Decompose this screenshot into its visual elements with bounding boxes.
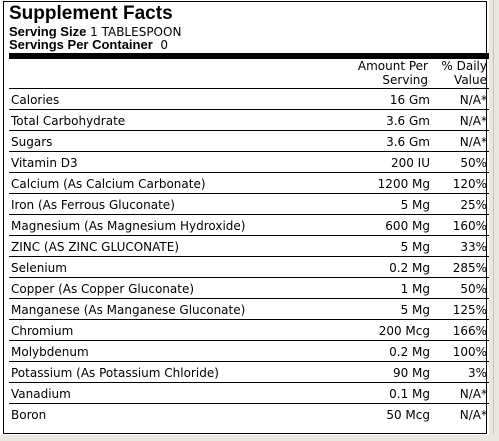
header-divider bbox=[9, 53, 489, 59]
nutrient-name: Vitamin D3 bbox=[11, 156, 78, 170]
nutrient-amount: 5 Mg bbox=[400, 303, 430, 317]
nutrient-name: Boron bbox=[11, 408, 47, 422]
scroll-edge bbox=[489, 0, 499, 441]
nutrient-amount: 16 Gm bbox=[389, 93, 430, 107]
nutrient-name: Selenium bbox=[11, 261, 67, 275]
nutrient-amount: 0.2 Mg bbox=[389, 261, 430, 275]
panel-title: Supplement Facts bbox=[9, 3, 173, 24]
nutrient-dv: 33% bbox=[460, 240, 487, 254]
nutrient-dv: 160% bbox=[452, 219, 487, 233]
nutrient-name: Copper (As Copper Gluconate) bbox=[11, 282, 195, 296]
amount-header-line1: Amount Per bbox=[357, 59, 428, 73]
serving-size-value: 1 TABLESPOON bbox=[90, 25, 182, 39]
nutrient-name: Total Carbohydrate bbox=[11, 114, 126, 128]
nutrient-amount: 50 Mcg bbox=[386, 408, 430, 422]
table-row: Chromium 200 Mcg 166% bbox=[9, 319, 489, 340]
nutrient-amount: 200 IU bbox=[390, 156, 430, 170]
nutrient-name: Calcium (As Calcium Carbonate) bbox=[11, 177, 206, 191]
table-row: Vanadium 0.1 Mg N/A* bbox=[9, 382, 489, 403]
nutrient-name: Manganese (As Manganese Gluconate) bbox=[11, 303, 246, 317]
nutrient-name: Magnesium (As Magnesium Hydroxide) bbox=[11, 219, 246, 233]
table-row: Selenium 0.2 Mg 285% bbox=[9, 256, 489, 277]
nutrient-dv: N/A* bbox=[459, 93, 487, 107]
serving-size: Serving Size 1 TABLESPOON bbox=[9, 24, 182, 40]
nutrient-amount: 5 Mg bbox=[400, 198, 430, 212]
nutrient-name: Potassium (As Potassium Chloride) bbox=[11, 366, 219, 380]
nutrient-dv: 3% bbox=[467, 366, 487, 380]
table-row: Copper (As Copper Gluconate) 1 Mg 50% bbox=[9, 277, 489, 298]
nutrient-name: Vanadium bbox=[11, 387, 71, 401]
serving-size-label: Serving Size bbox=[9, 24, 87, 39]
table-row: Total Carbohydrate 3.6 Gm N/A* bbox=[9, 109, 489, 130]
nutrient-amount: 0.2 Mg bbox=[389, 345, 430, 359]
table-row: Boron 50 Mcg N/A* bbox=[9, 403, 489, 424]
table-row: Magnesium (As Magnesium Hydroxide) 600 Mg… bbox=[9, 214, 489, 235]
nutrient-name: ZINC (AS ZINC GLUCONATE) bbox=[11, 240, 180, 254]
nutrient-amount: 90 Mg bbox=[392, 366, 430, 380]
nutrient-name: Chromium bbox=[11, 324, 74, 338]
nutrient-amount: 1200 Mg bbox=[377, 177, 430, 191]
table-row: ZINC (AS ZINC GLUCONATE) 5 Mg 33% bbox=[9, 235, 489, 256]
table-row: Calcium (As Calcium Carbonate) 1200 Mg 120… bbox=[9, 172, 489, 193]
nutrient-dv: 285% bbox=[452, 261, 487, 275]
daily-value-header: % Daily Value bbox=[432, 59, 487, 87]
nutrient-amount: 0.1 Mg bbox=[389, 387, 430, 401]
nutrient-amount: 3.6 Gm bbox=[386, 114, 430, 128]
nutrient-dv: N/A* bbox=[459, 114, 487, 128]
dv-header-line2: Value bbox=[454, 73, 487, 87]
nutrient-name: Calories bbox=[11, 93, 60, 107]
servings-per-container-label: Servings Per Container bbox=[9, 37, 153, 52]
nutrient-dv: N/A* bbox=[459, 408, 487, 422]
nutrient-amount: 3.6 Gm bbox=[386, 135, 430, 149]
nutrient-dv: 50% bbox=[460, 282, 487, 296]
nutrient-dv: 120% bbox=[452, 177, 487, 191]
nutrient-dv: 50% bbox=[460, 156, 487, 170]
nutrient-dv: 125% bbox=[452, 303, 487, 317]
nutrient-name: Molybdenum bbox=[11, 345, 89, 359]
servings-per-container-value: 0 bbox=[160, 38, 169, 52]
servings-per-container: Servings Per Container 0 bbox=[9, 37, 169, 53]
nutrient-dv: 25% bbox=[460, 198, 487, 212]
nutrient-dv: N/A* bbox=[459, 135, 487, 149]
nutrient-table: Calories 16 Gm N/A* Total Carbohydrate 3.6 G… bbox=[9, 88, 489, 424]
table-row: Calories 16 Gm N/A* bbox=[9, 88, 489, 109]
nutrient-amount: 1 Mg bbox=[400, 282, 430, 296]
nutrient-dv: 166% bbox=[452, 324, 487, 338]
nutrient-amount: 600 Mg bbox=[385, 219, 430, 233]
dv-header-line1: % Daily bbox=[441, 59, 487, 73]
nutrient-amount: 200 Mcg bbox=[378, 324, 430, 338]
table-row: Sugars 3.6 Gm N/A* bbox=[9, 130, 489, 151]
nutrient-name: Iron (As Ferrous Gluconate) bbox=[11, 198, 175, 212]
bottom-edge bbox=[0, 435, 499, 441]
nutrient-name: Sugars bbox=[11, 135, 53, 149]
table-row: Iron (As Ferrous Gluconate) 5 Mg 25% bbox=[9, 193, 489, 214]
amount-header-line2: Serving bbox=[382, 73, 428, 87]
supplement-facts-panel: Supplement Facts Serving Size 1 TABLESPO… bbox=[3, 1, 489, 434]
amount-per-serving-header: Amount Per Serving bbox=[304, 59, 428, 87]
nutrient-dv: N/A* bbox=[459, 387, 487, 401]
table-row: Molybdenum 0.2 Mg 100% bbox=[9, 340, 489, 361]
nutrient-amount: 5 Mg bbox=[400, 240, 430, 254]
table-row: Potassium (As Potassium Chloride) 90 Mg 3% bbox=[9, 361, 489, 382]
table-row: Manganese (As Manganese Gluconate) 5 Mg 12… bbox=[9, 298, 489, 319]
table-row: Vitamin D3 200 IU 50% bbox=[9, 151, 489, 172]
nutrient-dv: 100% bbox=[452, 345, 487, 359]
